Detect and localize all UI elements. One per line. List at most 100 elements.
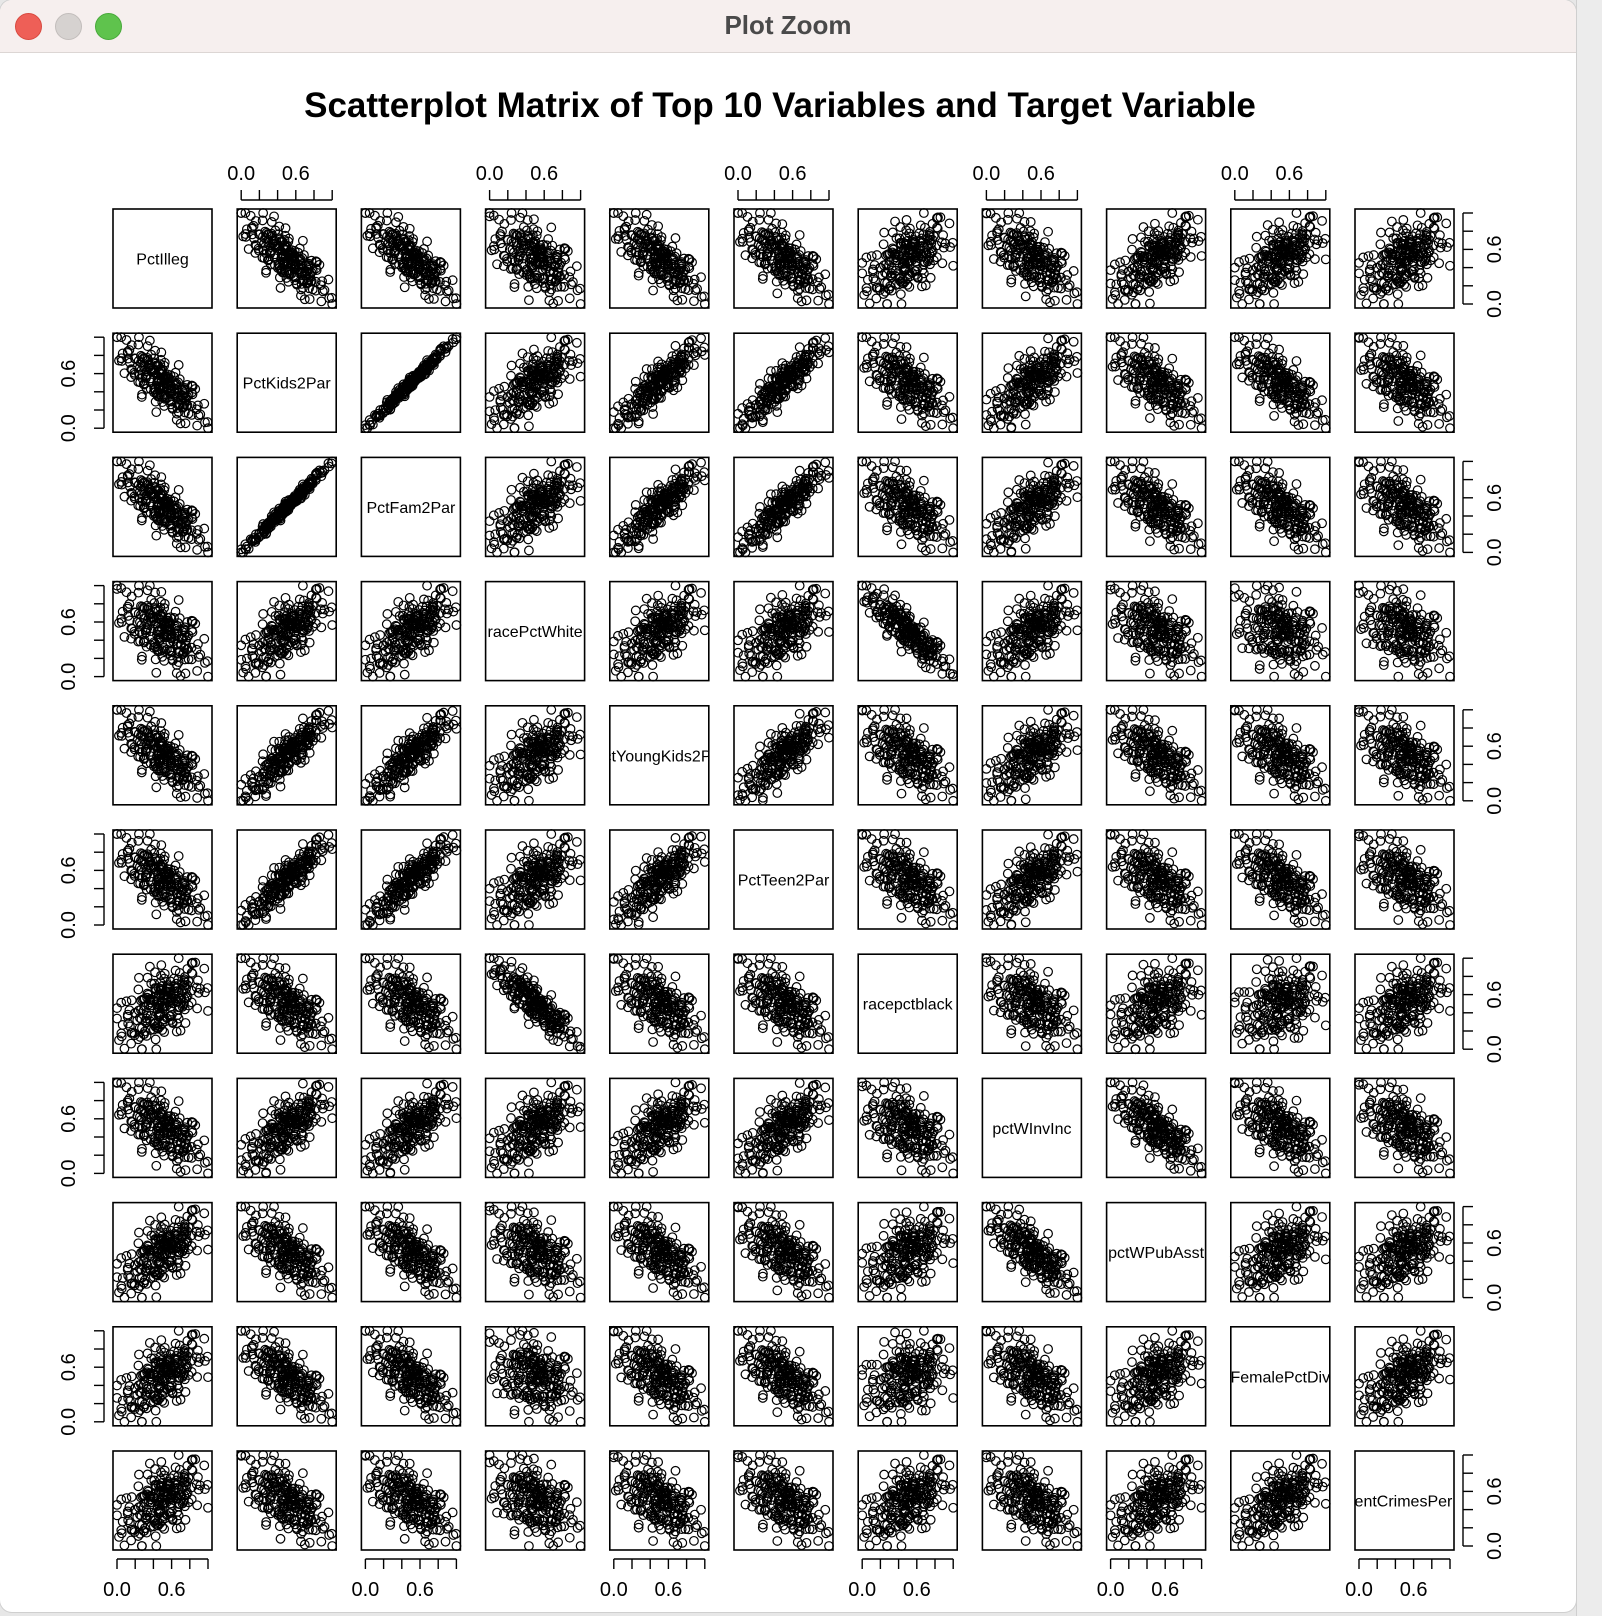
variable-label: PctIlleg	[136, 252, 188, 269]
data-point	[404, 223, 415, 234]
data-point	[378, 229, 389, 240]
data-point	[269, 211, 279, 222]
panel-PctIlleg-vs-pctWPubAsst	[1105, 208, 1207, 309]
data-point	[404, 231, 415, 241]
data-point	[365, 231, 376, 242]
data-point	[293, 247, 304, 258]
data-point	[420, 268, 430, 279]
data-point	[399, 282, 410, 293]
data-point	[451, 299, 462, 309]
data-point	[422, 236, 432, 247]
panel-PctIlleg-vs-PctYoungKids2Par	[608, 208, 710, 309]
data-point	[412, 248, 422, 258]
data-point	[288, 270, 299, 281]
data-point	[436, 257, 447, 268]
panel-PctKids2Par-vs-racepctblack	[857, 332, 959, 434]
data-point	[241, 231, 251, 242]
panel-PctIlleg-vs-PctFam2Par	[360, 208, 462, 309]
data-point	[316, 296, 327, 307]
data-point	[440, 280, 450, 291]
data-point	[247, 222, 257, 233]
data-point	[443, 285, 454, 296]
data-point	[392, 238, 403, 249]
panel-PctFam2Par-vs-PctIlleg	[112, 456, 213, 558]
data-point	[297, 258, 307, 269]
data-point	[384, 226, 395, 237]
panel-PctIlleg-vs-racepctblack	[857, 208, 959, 309]
data-point	[414, 259, 425, 269]
data-point	[394, 236, 404, 247]
data-point	[274, 260, 285, 271]
data-point	[371, 229, 382, 239]
data-point	[450, 293, 461, 304]
data-point	[398, 260, 409, 270]
data-point	[259, 253, 270, 263]
data-point	[254, 229, 265, 240]
data-point	[385, 227, 396, 238]
data-point	[306, 267, 317, 278]
data-point	[378, 245, 388, 255]
panel-PctFam2Par-vs-racePctWhite	[484, 456, 586, 558]
data-point	[303, 261, 314, 271]
close-window-button[interactable]	[15, 13, 42, 40]
data-point	[268, 238, 278, 249]
data-point	[385, 267, 396, 277]
data-point	[435, 257, 446, 267]
data-point	[428, 294, 439, 304]
panel-PctIlleg-vs-PctKids2Par	[236, 208, 338, 309]
data-point	[360, 208, 371, 218]
panel-PctKids2Par-vs-racePctWhite	[484, 332, 586, 434]
data-point	[402, 251, 413, 262]
data-point	[404, 242, 415, 252]
data-point	[269, 236, 280, 247]
data-point	[266, 217, 277, 227]
panel-PctKids2Par-vs-PctYoungKids2Par	[608, 332, 710, 434]
panel-PctKids2Par-vs-PctTeen2Par	[733, 332, 834, 434]
data-point	[440, 296, 451, 307]
data-point	[278, 251, 289, 262]
variable-label: PctKids2Par	[243, 376, 332, 393]
data-point	[364, 208, 375, 218]
panel-PctIlleg-vs-PctTeen2Par	[733, 208, 834, 309]
data-point	[326, 292, 337, 303]
data-point	[407, 257, 418, 268]
data-point	[447, 275, 458, 286]
data-point	[251, 240, 262, 251]
panel-PctFam2Par-vs-PctFam2Par: PctFam2Par	[360, 456, 462, 558]
data-point	[323, 274, 334, 285]
data-point	[311, 256, 321, 267]
data-point	[383, 252, 394, 263]
data-point	[375, 240, 386, 251]
minimize-window-button[interactable]	[55, 13, 82, 40]
variable-label: PctFam2Par	[366, 500, 456, 517]
data-point	[253, 245, 264, 256]
data-point	[287, 247, 298, 258]
data-point	[382, 208, 393, 218]
data-point	[438, 260, 449, 271]
data-point	[261, 267, 271, 278]
data-point	[381, 215, 392, 226]
data-point	[327, 299, 338, 309]
maximize-window-button[interactable]	[95, 13, 122, 40]
data-point	[280, 241, 290, 252]
data-point	[299, 294, 310, 305]
data-point	[247, 229, 258, 240]
panel-PctKids2Par-vs-PctKids2Par: PctKids2Par	[236, 332, 337, 434]
data-point	[393, 211, 404, 222]
chart-title: Scatterplot Matrix of Top 10 Variables a…	[304, 86, 1256, 125]
data-point	[260, 226, 271, 237]
data-point	[263, 237, 273, 248]
data-point	[421, 259, 432, 270]
data-point	[261, 227, 272, 238]
data-point	[424, 294, 434, 304]
data-point	[319, 285, 330, 296]
data-point	[430, 267, 441, 278]
panel-PctIlleg-vs-ViolentCrimesPerPop	[1354, 208, 1455, 309]
data-point	[245, 210, 256, 221]
data-point	[280, 230, 291, 241]
panel-PctKids2Par-vs-pctWInvInc	[981, 332, 1083, 434]
panel-PctKids2Par-vs-pctWPubAsst	[1105, 332, 1207, 434]
panel-PctKids2Par-vs-PctIlleg	[112, 332, 213, 434]
data-point	[280, 223, 291, 234]
data-point	[283, 257, 294, 268]
